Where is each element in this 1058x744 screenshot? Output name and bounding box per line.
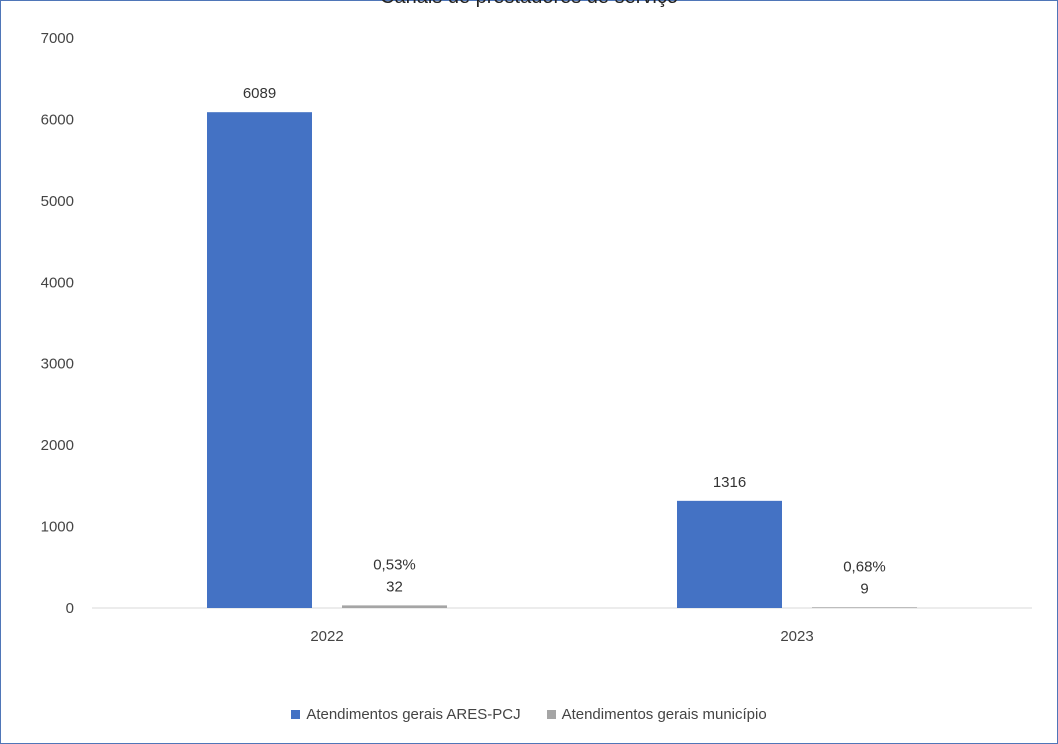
chart-title: Canais de prestadores de serviço [0, 0, 1058, 9]
data-label: 1316 [713, 474, 746, 491]
x-tick-label: 2022 [310, 628, 343, 645]
bar-2022-series-1 [342, 605, 447, 608]
legend-item-ares: Atendimentos gerais ARES-PCJ [291, 706, 521, 723]
legend-swatch-municipio [546, 710, 556, 719]
data-label: 6089 [243, 85, 276, 102]
bar-2023-series-0 [677, 500, 782, 608]
legend-label-ares: Atendimentos gerais ARES-PCJ [306, 706, 521, 723]
y-tick-label: 5000 [41, 193, 74, 210]
y-tick-label: 7000 [41, 30, 74, 47]
y-tick-label: 1000 [41, 519, 74, 536]
data-label: 0,53% [373, 556, 416, 573]
y-tick-label: 2000 [41, 437, 74, 454]
y-tick-label: 0 [66, 600, 74, 617]
x-axis: 2022 2023 [310, 628, 813, 645]
y-tick-label: 3000 [41, 356, 74, 373]
legend-swatch-ares [291, 710, 301, 719]
y-tick-label: 6000 [41, 111, 74, 128]
bar-2023-series-1 [812, 607, 917, 608]
y-axis: 0 1000 2000 3000 4000 5000 6000 7000 [41, 30, 74, 617]
bars [207, 112, 917, 608]
data-labels: 6089 0,53% 32 1316 0,68% 9 [243, 85, 886, 597]
legend: Atendimentos gerais ARES-PCJ Atendimento… [0, 706, 1058, 723]
y-tick-label: 4000 [41, 274, 74, 291]
legend-item-municipio: Atendimentos gerais município [546, 706, 767, 723]
x-tick-label: 2023 [780, 628, 813, 645]
data-label: 0,68% [843, 558, 886, 575]
bar-2022-series-0 [207, 112, 312, 608]
legend-label-municipio: Atendimentos gerais município [561, 706, 767, 723]
data-label: 9 [860, 580, 868, 597]
data-label: 32 [386, 578, 403, 595]
